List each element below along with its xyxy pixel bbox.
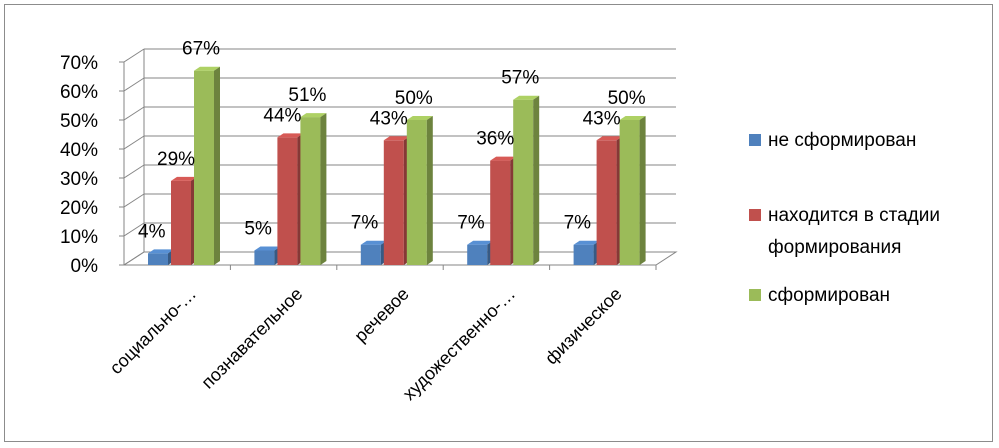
bar-top [277,133,304,138]
bar-top [171,176,197,181]
bar-top [148,249,174,254]
bar-front [467,244,488,265]
bar-top [513,95,540,100]
bar-side [214,66,220,265]
legend: не сформирован находится в стадии формиров… [749,130,940,306]
data-label: 7% [351,213,379,234]
data-label: 7% [457,213,485,234]
data-label: 5% [244,219,272,240]
category-label: художественно-… [399,284,519,404]
legend-swatch [749,289,761,301]
bar-front [513,99,534,265]
y-tick-label: 10% [60,227,98,248]
data-label: 7% [564,213,592,234]
legend-label: находится в стадии [768,205,940,226]
bar-front [300,117,321,265]
data-label: 67% [182,39,220,60]
bar-front [277,137,298,265]
bar-top [194,66,220,71]
data-label: 29% [157,149,195,170]
data-label: 50% [395,88,433,109]
legend-swatch [749,209,761,221]
bar-top [406,116,433,120]
bar-top [300,113,327,118]
data-label: 44% [263,105,301,126]
data-label: 57% [501,68,539,89]
data-label: 43% [583,108,621,129]
axes: 0% 10% 20% 30% 40% 50% 60% 70% [60,49,678,277]
gridline-side [123,48,145,63]
gridline-side [123,222,145,237]
legend-swatch [749,134,761,146]
bar-side [639,116,646,265]
bar-top [360,240,387,245]
bar-front [490,160,511,265]
bar-side [320,113,327,265]
gridline-side [123,135,145,150]
category-label: познавательное [198,284,307,393]
y-tick-label: 0% [71,256,99,277]
bar-top [573,240,600,245]
bar-side [533,95,540,265]
y-tick-label: 30% [60,169,98,190]
gridline-side [123,164,145,179]
category-label: физическое [541,284,626,369]
legend-label: формирования [768,237,901,258]
bar-front [383,140,404,265]
category-label: речевое [350,284,412,346]
y-tick-label: 20% [60,198,98,219]
category-labels: социально-…познавательное речевоехудожест… [106,284,626,404]
y-tick-label: 50% [60,111,98,132]
bar-top [254,246,281,251]
y-tick-label: 60% [60,82,98,103]
legend-label: не сформирован [768,130,916,151]
bar-front [194,70,214,265]
category-label: социально-… [106,284,200,378]
data-label: 50% [608,88,646,109]
data-label: 36% [476,129,514,150]
bar-top [619,116,646,120]
bar-side [426,116,433,265]
gridline-side [123,193,145,208]
bar-front [619,120,640,265]
bar-front [573,244,594,265]
bars [148,66,646,265]
bar-top [467,240,494,245]
bar-front [171,180,191,265]
y-tick-label: 70% [60,53,98,74]
bar-front [254,250,275,265]
bar-top [490,156,517,161]
bar-top [596,136,623,141]
gridline-side [123,106,145,121]
y-tick-label: 40% [60,140,98,161]
data-label: 43% [370,108,408,129]
bar-front [148,253,168,265]
legend-label: сформирован [768,285,890,306]
bar-front [596,140,617,265]
bar-top [383,136,410,141]
gridline-side [123,77,145,92]
data-label: 51% [288,85,326,106]
data-labels: 4%29%67%5%44%51%7%43%50%7%36%57%7%43%50% [138,39,646,243]
bar-front [360,244,381,265]
data-label: 4% [138,221,166,242]
bar-front [406,120,427,265]
